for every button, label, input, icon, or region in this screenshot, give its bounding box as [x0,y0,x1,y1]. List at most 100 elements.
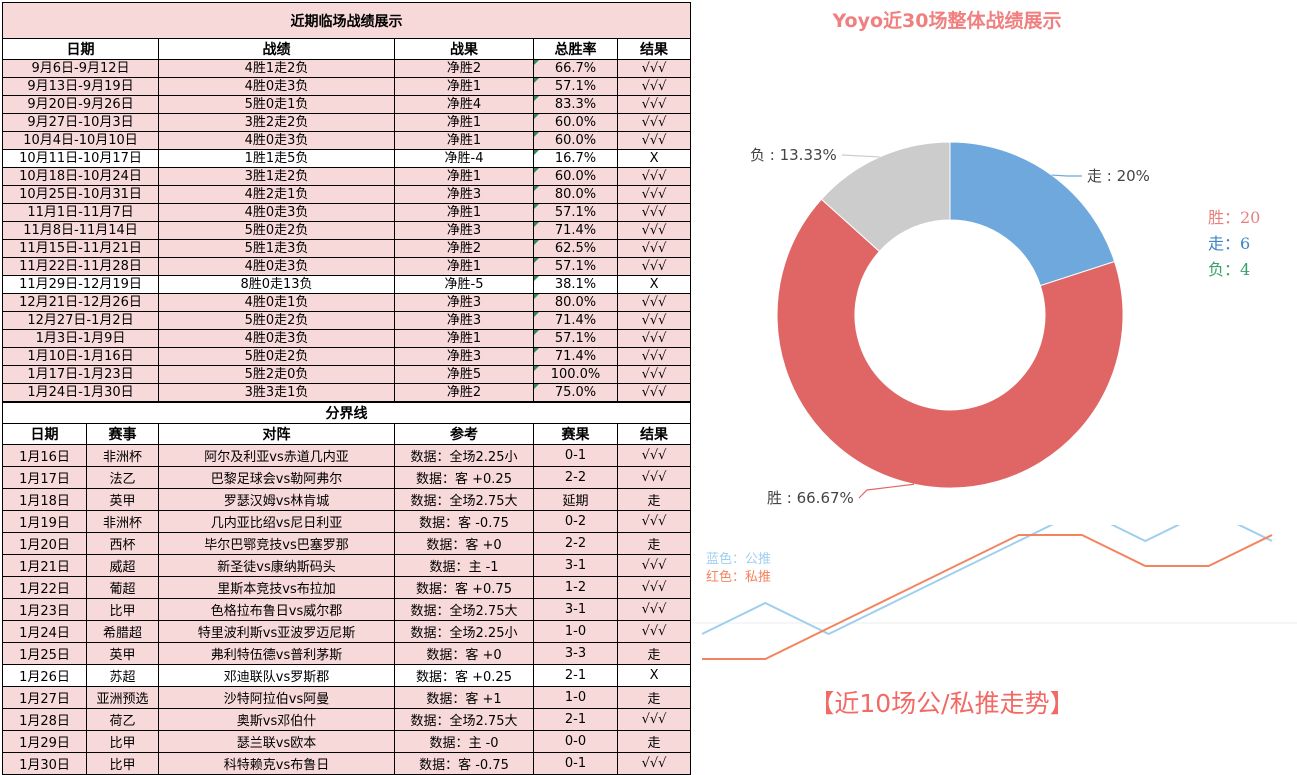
summary-row: 10月25日-10月31日 4胜2走1负 净胜3 80.0% √√√ [2,185,692,204]
match-cell: 非洲杯 [86,510,159,533]
summary-cell: 4胜0走3负 [158,257,395,276]
donut-slice-走 [949,141,1116,287]
match-cell: 葡超 [86,576,159,599]
summary-row: 10月18日-10月24日 3胜1走2负 净胜1 60.0% √√√ [2,167,692,186]
match-cell: 新圣徒vs康纳斯码头 [158,554,395,577]
results-panel: 近期临场战绩展示 日期 战绩 战果 总胜率 结果 9月6日-9月12日 4胜1走2负 净胜2… [1,2,692,775]
summary-cell: √√√ [616,59,692,78]
match-table: 分界线 日期 赛事 对阵 参考 赛果 结果 1月16日 非洲杯 阿尔及利亚vs赤道几内亚 数据：… [1,402,692,775]
summary-cell: √√√ [616,221,692,240]
summary-cell: 9月6日-9月12日 [2,59,159,78]
match-cell: 法乙 [86,466,159,489]
summary-cell: 净胜2 [394,383,534,402]
match-cell: 3-1 [533,598,618,621]
summary-row: 12月27日-1月2日 5胜0走2负 净胜3 71.4% √√√ [2,311,692,330]
summary-row: 9月20日-9月26日 5胜0走1负 净胜4 83.3% √√√ [2,95,692,114]
summary-cell: 16.7% [533,149,618,168]
summary-cell: 净胜4 [394,95,534,114]
summary-cell: 净胜3 [394,293,534,312]
summary-header-3: 总胜率 [533,38,618,60]
summary-cell: 57.1% [533,203,618,222]
match-cell: 0-1 [533,752,618,775]
summary-cell: 71.4% [533,347,618,366]
summary-cell: 1月17日-1月23日 [2,365,159,384]
divider-label: 分界线 [1,402,692,424]
match-header-5: 结果 [616,423,692,445]
summary-cell: 净胜3 [394,185,534,204]
summary-cell: 1月24日-1月30日 [2,383,159,402]
summary-cell: 5胜0走2负 [158,311,395,330]
pie-chart-title: Yoyo近30场整体战绩展示 [832,10,1062,32]
match-cell: 1月16日 [2,444,87,467]
summary-header-0: 日期 [2,38,159,60]
match-cell: 延期 [533,488,618,511]
match-cell: 特里波利斯vs亚波罗迈尼斯 [158,620,395,643]
match-cell: 英甲 [86,642,159,665]
match-row: 1月27日 亚洲预选 沙特阿拉伯vs阿曼 数据：客 +1 1-0 走 [2,686,692,709]
summary-cell: 4胜0走3负 [158,77,395,96]
summary-cell: √√√ [616,131,692,150]
summary-cell: 8胜0走13负 [158,275,395,294]
summary-row: 1月17日-1月23日 5胜2走0负 净胜5 100.0% √√√ [2,365,692,384]
match-cell: 毕尔巴鄂竞技vs巴塞罗那 [158,532,395,555]
summary-cell: √√√ [616,293,692,312]
trend-line-chart [692,525,1297,660]
match-cell: 里斯本竞技vs布拉加 [158,576,395,599]
trend-series-line-1 [702,534,1273,660]
summary-cell: 4胜0走3负 [158,203,395,222]
summary-cell: 净胜3 [394,347,534,366]
match-cell: 奥斯vs邓伯什 [158,708,395,731]
summary-cell: 60.0% [533,113,618,132]
summary-cell: 38.1% [533,275,618,294]
summary-cell: 71.4% [533,311,618,330]
summary-cell: 5胜0走2负 [158,347,395,366]
trend-legend: 蓝色：公推 红色：私推 [706,551,771,587]
match-cell: 走 [616,488,692,511]
match-cell: 阿尔及利亚vs赤道几内亚 [158,444,395,467]
match-cell: √√√ [616,576,692,599]
match-cell: 2-1 [533,664,618,687]
summary-cell: √√√ [616,257,692,276]
summary-cell: 11月29日-12月19日 [2,275,159,294]
match-cell: 走 [616,730,692,753]
summary-cell: 净胜1 [394,167,534,186]
summary-cell: 11月8日-11月14日 [2,221,159,240]
match-header-3: 参考 [394,423,534,445]
donut-chart: 走 : 20% 胜 : 66.67% 负 : 13.33% [750,141,1150,507]
match-row: 1月20日 西杯 毕尔巴鄂竞技vs巴塞罗那 数据：客 +0 2-2 走 [2,532,692,555]
summary-row: 11月15日-11月21日 5胜1走3负 净胜2 62.5% √√√ [2,239,692,258]
summary-cell: 57.1% [533,77,618,96]
summary-row: 9月13日-9月19日 4胜0走3负 净胜1 57.1% √√√ [2,77,692,96]
match-cell: √√√ [616,752,692,775]
match-cell: 0-1 [533,444,618,467]
donut-slice-胜 [776,198,1124,489]
match-cell: 英甲 [86,488,159,511]
match-cell: 1月25日 [2,642,87,665]
match-cell: 1月23日 [2,598,87,621]
summary-cell: 净胜-4 [394,149,534,168]
match-row: 1月22日 葡超 里斯本竞技vs布拉加 数据：客 +0.75 1-2 √√√ [2,576,692,599]
summary-row: 12月21日-12月26日 4胜0走1负 净胜3 80.0% √√√ [2,293,692,312]
match-cell: 几内亚比绍vs尼日利亚 [158,510,395,533]
match-row: 1月16日 非洲杯 阿尔及利亚vs赤道几内亚 数据：全场2.25小 0-1 √√√ [2,444,692,467]
match-cell: 沙特阿拉伯vs阿曼 [158,686,395,709]
match-cell: 2-2 [533,532,618,555]
summary-cell: √√√ [616,203,692,222]
match-row: 1月25日 英甲 弗利特伍德vs普利茅斯 数据：客 +0 3-3 走 [2,642,692,665]
match-cell: 巴黎足球会vs勒阿弗尔 [158,466,395,489]
summary-row: 9月27日-10月3日 3胜2走2负 净胜1 60.0% √√√ [2,113,692,132]
match-cell: 走 [616,532,692,555]
summary-cell: √√√ [616,167,692,186]
summary-cell: 净胜3 [394,311,534,330]
trend-series-line-0 [701,525,1273,636]
trend-legend-entry: 红色：私推 [706,570,772,585]
match-cell: 1月21日 [2,554,87,577]
match-cell: 数据：客 -0.75 [394,510,534,533]
match-cell: 2-2 [533,466,618,489]
trend-caption: 【近10场公/私推走势】 [809,689,1075,718]
summary-cell: √√√ [616,383,692,402]
match-cell: 数据：客 +1 [394,686,534,709]
match-cell: 希腊超 [86,620,159,643]
summary-cell: 3胜1走2负 [158,167,395,186]
match-cell: 2-1 [533,708,618,731]
